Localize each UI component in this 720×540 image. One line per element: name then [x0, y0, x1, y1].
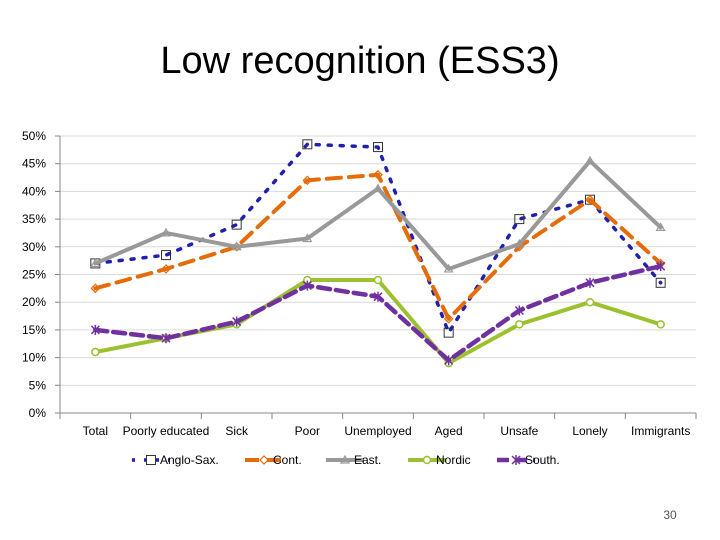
- y-tick-label: 10%: [22, 351, 46, 365]
- x-tick-label: Aged: [435, 424, 463, 438]
- series-marker: [373, 275, 383, 285]
- legend-label: Anglo-Sax.: [160, 453, 219, 467]
- series-marker: [373, 291, 383, 302]
- series-marker: [514, 305, 524, 316]
- legend-item: Nordic: [408, 453, 471, 467]
- series-line: [93, 172, 663, 321]
- x-tick-label: Unsafe: [500, 424, 538, 438]
- series-marker: [231, 219, 242, 230]
- x-tick-label: Poorly educated: [123, 424, 210, 438]
- series-marker: [91, 347, 100, 357]
- series-marker: [302, 233, 313, 243]
- series-line: [93, 158, 663, 271]
- series-marker: [656, 261, 666, 272]
- y-tick-label: 15%: [22, 323, 46, 337]
- series-marker: [161, 333, 171, 344]
- series-marker: [161, 250, 171, 261]
- series-marker: [231, 241, 242, 251]
- y-tick-label: 40%: [22, 184, 46, 198]
- legend: Anglo-Sax. Cont. East. Nordic South.: [132, 453, 560, 467]
- series-marker: [302, 280, 312, 291]
- series-marker: [160, 227, 172, 237]
- series-marker: [373, 142, 383, 153]
- series-marker: [443, 263, 454, 273]
- series-marker: [444, 355, 454, 366]
- series-marker: [161, 264, 171, 274]
- series-nordic: [91, 275, 665, 368]
- page-number: 30: [663, 508, 677, 522]
- series-marker: [422, 455, 432, 465]
- series-marker: [259, 455, 269, 465]
- series-marker: [373, 169, 383, 180]
- x-tick-label: Sick: [225, 424, 249, 438]
- series-marker: [515, 320, 524, 329]
- y-tick-label: 35%: [22, 212, 46, 226]
- series-east: [90, 155, 666, 273]
- y-tick-label: 45%: [22, 157, 46, 171]
- series-marker: [656, 320, 665, 329]
- series-marker: [372, 183, 384, 193]
- series-south: [90, 261, 666, 366]
- series-line: [93, 142, 663, 335]
- series-marker: [585, 194, 595, 205]
- y-tick-label: 20%: [22, 295, 46, 309]
- y-tick-label: 0%: [29, 406, 47, 420]
- legend-item: East.: [326, 453, 381, 467]
- x-tick-label: Lonely: [572, 424, 607, 438]
- x-tick-label: Immigrants: [631, 424, 690, 438]
- series-marker: [90, 283, 101, 294]
- series-layer: [90, 139, 666, 368]
- series-cont: [90, 169, 666, 324]
- series-marker: [90, 258, 101, 268]
- series-marker: [514, 214, 525, 225]
- series-anglo-sax: [90, 139, 666, 338]
- series-marker: [585, 297, 595, 307]
- series-marker: [443, 313, 454, 324]
- x-tick-label: Poor: [295, 424, 320, 438]
- legend-label: South.: [525, 453, 560, 467]
- series-marker: [302, 175, 313, 186]
- series-marker: [655, 222, 666, 232]
- series-marker: [443, 327, 454, 338]
- y-tick-label: 50%: [22, 129, 46, 143]
- series-marker: [514, 238, 525, 248]
- series-marker: [655, 277, 666, 288]
- axes: 0% 5% 10% 15% 20% 25% 30% 35% 40% 45% 50% Total Poor…: [22, 129, 697, 438]
- y-tick-label: 30%: [22, 240, 46, 254]
- series-marker: [146, 455, 156, 465]
- y-tick-label: 5%: [29, 378, 47, 392]
- series-marker: [90, 324, 100, 335]
- legend-item: Cont.: [245, 453, 302, 467]
- legend-label: East.: [354, 453, 381, 467]
- x-tick-label: Total: [83, 424, 108, 438]
- series-marker: [511, 455, 521, 465]
- x-tick-label: Unemployed: [344, 424, 411, 438]
- series-marker: [584, 155, 596, 165]
- series-marker: [585, 277, 595, 288]
- y-tick-label: 25%: [22, 268, 46, 282]
- legend-item: Anglo-Sax.: [132, 453, 219, 467]
- legend-label: Cont.: [273, 453, 302, 467]
- legend-item: South.: [497, 453, 560, 467]
- series-marker: [339, 454, 351, 464]
- series-marker: [302, 139, 313, 150]
- slide-title: Low recognition (ESS3): [160, 40, 560, 82]
- legend-label: Nordic: [436, 453, 471, 467]
- series-marker: [232, 316, 242, 327]
